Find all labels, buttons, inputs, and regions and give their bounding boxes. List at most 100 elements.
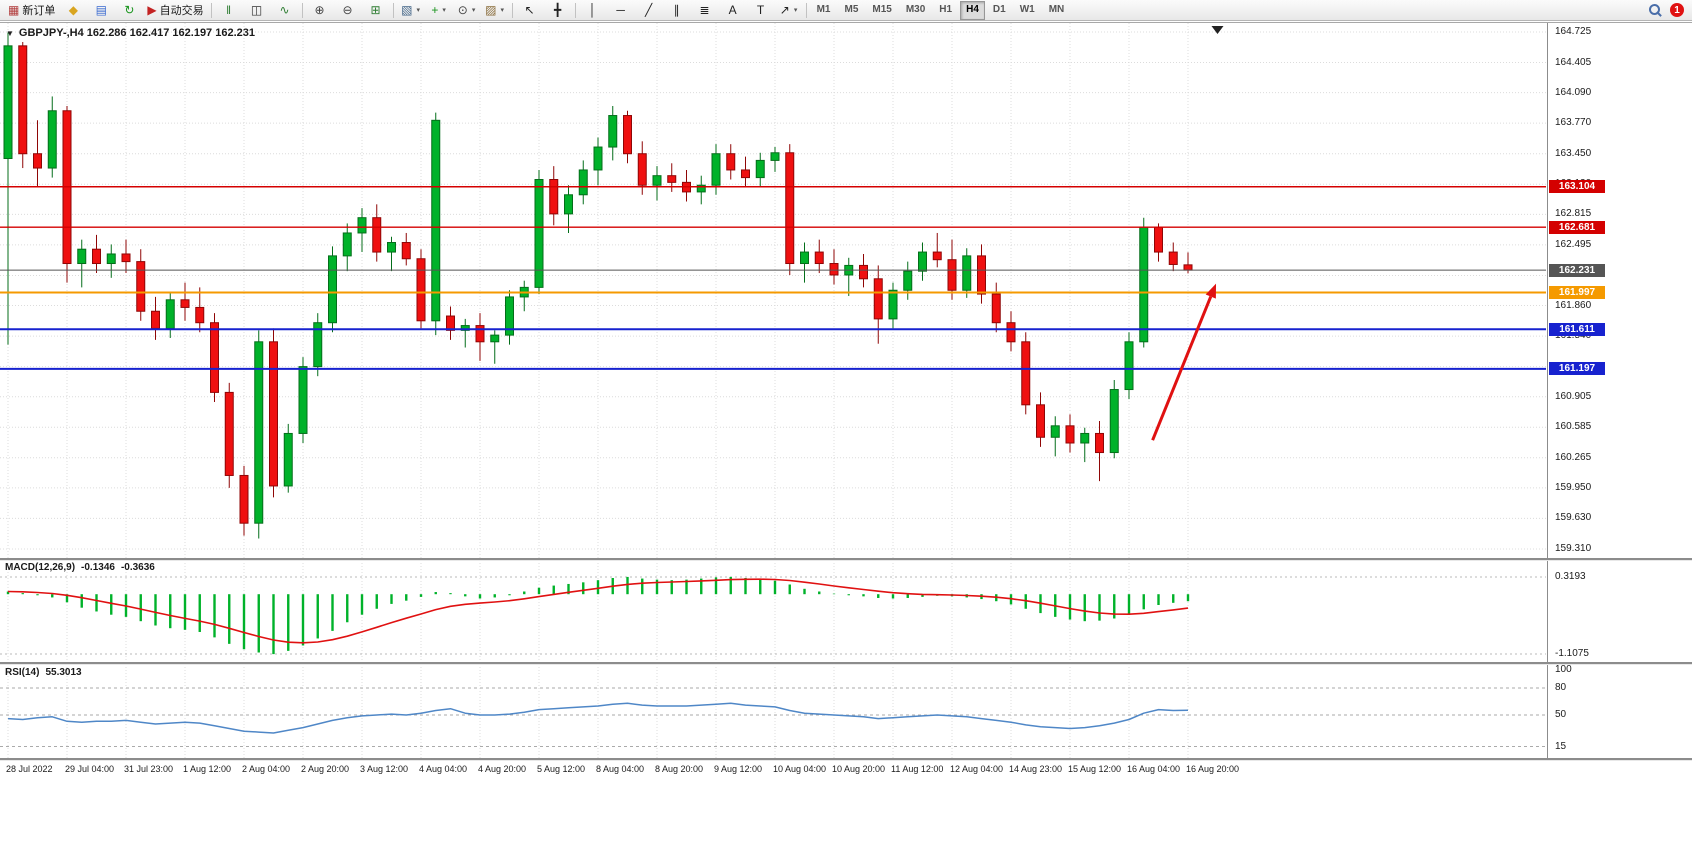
candle bbox=[224, 391, 234, 476]
price-axis-label: 160.585 bbox=[1555, 421, 1592, 433]
candle bbox=[475, 325, 485, 343]
dropdown-caret-icon[interactable]: ▾ bbox=[500, 7, 504, 14]
timeframe-button-h4[interactable]: H4 bbox=[960, 0, 985, 20]
timeframe-button-mn[interactable]: MN bbox=[1048, 3, 1065, 15]
arrows-tool-button[interactable]: ↗ ▾ bbox=[775, 0, 803, 20]
text-tool-button[interactable]: A bbox=[719, 0, 747, 20]
dropdown-caret-icon[interactable]: ▾ bbox=[442, 7, 446, 14]
timeframe-button-w1[interactable]: W1 bbox=[1019, 3, 1035, 15]
tile-windows-icon[interactable]: ⊞ bbox=[362, 0, 390, 20]
candle bbox=[534, 179, 544, 288]
candle bbox=[431, 119, 441, 322]
templates-button[interactable]: ▨ ▾ bbox=[481, 0, 509, 20]
price-axis-label: 160.905 bbox=[1555, 390, 1592, 402]
time-axis-label: 14 Aug 23:00 bbox=[1009, 764, 1063, 774]
macd-axis-label: 0.3193 bbox=[1555, 570, 1586, 582]
pane-divider-macd[interactable] bbox=[0, 558, 1692, 561]
price-axis-label: 163.450 bbox=[1555, 147, 1592, 159]
chart-title: ▼ GBPJPY-,H4 162.286 162.417 162.197 162… bbox=[6, 27, 255, 39]
candle bbox=[313, 322, 323, 368]
zoom-out-button[interactable]: ⊖ bbox=[334, 0, 362, 20]
candle bbox=[1168, 251, 1178, 265]
chart-profiles-icon[interactable]: ◆ bbox=[59, 0, 87, 20]
pane-divider-rsi[interactable] bbox=[0, 662, 1692, 665]
chart-profiles-icon-glyph: ◆ bbox=[68, 3, 78, 17]
zoom-in-button[interactable]: ⊕ bbox=[306, 0, 334, 20]
price-level-tag: 162.681 bbox=[1549, 220, 1605, 234]
timeframe-button-m15[interactable]: M15 bbox=[872, 3, 892, 15]
candlestick-chart-icon[interactable]: ◫ bbox=[243, 0, 271, 20]
rsi-line bbox=[7, 702, 1189, 734]
candle bbox=[106, 253, 116, 265]
dropdown-caret-icon[interactable]: ▾ bbox=[416, 7, 420, 14]
time-axis-label: 8 Aug 20:00 bbox=[655, 764, 704, 774]
search-icon[interactable] bbox=[1648, 3, 1662, 17]
candlestick-chart-icon-glyph: ◫ bbox=[250, 3, 263, 17]
main-chart-canvas[interactable] bbox=[0, 23, 1547, 558]
candle bbox=[416, 258, 426, 322]
label-tool-button[interactable]: T bbox=[747, 0, 775, 20]
timeframe-button-h1[interactable]: H1 bbox=[939, 3, 953, 15]
indicators-glyph: + bbox=[431, 3, 439, 17]
candle bbox=[1139, 226, 1149, 343]
time-axis-label: 31 Jul 23:00 bbox=[124, 764, 174, 774]
dropdown-caret-icon[interactable]: ▾ bbox=[471, 7, 476, 14]
channel-tool-button[interactable]: ∥ bbox=[663, 0, 691, 20]
rsi-axis-label: 80 bbox=[1555, 682, 1567, 693]
price-axis[interactable]: 164.725 164.405 164.090 163.770 163.450 163.1… bbox=[1547, 23, 1692, 759]
price-axis-label: 162.815 bbox=[1555, 208, 1592, 220]
market-watch-icon[interactable]: ▤ bbox=[87, 0, 115, 20]
candle bbox=[947, 259, 957, 291]
periods-glyph: ⊙ bbox=[457, 3, 468, 17]
candle bbox=[298, 366, 308, 434]
new-chart-button[interactable]: ▧ ▾ bbox=[397, 0, 425, 20]
time-axis-label: 2 Aug 04:00 bbox=[242, 764, 291, 774]
candle bbox=[1154, 226, 1163, 253]
chart-shift-marker[interactable] bbox=[1211, 26, 1224, 34]
indicators-button[interactable]: + ▾ bbox=[425, 0, 453, 20]
timeframe-button-d1[interactable]: D1 bbox=[992, 3, 1006, 15]
ohlc-bars-icon[interactable]: ‖ bbox=[215, 0, 243, 20]
vertical-line-tool-button[interactable]: │ bbox=[579, 0, 607, 20]
current-price-tag: 162.231 bbox=[1549, 263, 1605, 277]
refresh-icon[interactable]: ↻ bbox=[115, 0, 143, 20]
zoom-out-glyph: ⊖ bbox=[342, 3, 353, 17]
timeframe-button-m5[interactable]: M5 bbox=[844, 3, 859, 15]
candle bbox=[210, 322, 219, 393]
new-order-button[interactable]: ▦ 新订单 bbox=[4, 0, 59, 20]
notification-badge[interactable]: 1 bbox=[1670, 3, 1684, 17]
candle bbox=[401, 242, 411, 260]
trendline-tool-button[interactable]: ╱ bbox=[635, 0, 663, 20]
macd-pane-canvas[interactable] bbox=[0, 560, 1547, 662]
rsi-pane-canvas[interactable] bbox=[0, 664, 1547, 758]
chart-dropdown-icon[interactable]: ▼ bbox=[6, 28, 14, 38]
crosshair-tool-glyph: ╋ bbox=[553, 3, 562, 17]
fibonacci-tool-button[interactable]: ≣ bbox=[691, 0, 719, 20]
cursor-tool-button[interactable]: ↖ bbox=[516, 0, 544, 20]
periods-button[interactable]: ⊙ ▾ bbox=[453, 0, 481, 20]
candle bbox=[991, 293, 1001, 324]
auto-trading-button[interactable]: ▶ 自动交易 bbox=[143, 0, 207, 20]
timeframe-button-m1[interactable]: M1 bbox=[816, 3, 831, 15]
dropdown-caret-icon[interactable]: ▾ bbox=[793, 7, 798, 14]
candle bbox=[33, 153, 42, 169]
time-axis-label: 10 Aug 20:00 bbox=[832, 764, 886, 774]
candle bbox=[490, 334, 500, 343]
price-level-tag: 161.197 bbox=[1549, 362, 1605, 376]
candle bbox=[564, 194, 573, 215]
candle bbox=[903, 270, 913, 291]
line-chart-icon[interactable]: ∿ bbox=[271, 0, 299, 20]
candle bbox=[1124, 341, 1134, 391]
horizontal-line-tool-button[interactable]: ─ bbox=[607, 0, 635, 20]
trend-arrow[interactable] bbox=[1151, 295, 1213, 441]
timeframe-button-m30[interactable]: M30 bbox=[905, 3, 926, 15]
time-axis[interactable]: 28 Jul 2022 29 Jul 04:00 31 Jul 23:00 1 Aug… bbox=[0, 760, 1692, 782]
trend-arrow-head bbox=[1205, 283, 1217, 299]
timeframe-toolbar: M1 M5 M15 M30 H1 H4 D1 W1 MN bbox=[810, 0, 1072, 20]
price-axis-label: 164.725 bbox=[1555, 26, 1592, 37]
candle bbox=[151, 310, 160, 329]
crosshair-tool-button[interactable]: ╋ bbox=[544, 0, 572, 20]
candle bbox=[814, 251, 824, 265]
candle bbox=[1036, 404, 1045, 438]
